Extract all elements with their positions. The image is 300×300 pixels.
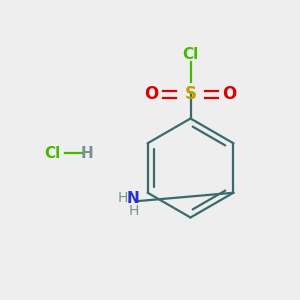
Text: Cl: Cl: [44, 146, 61, 160]
Text: H: H: [118, 191, 128, 205]
Text: O: O: [144, 85, 159, 103]
Text: H: H: [81, 146, 93, 160]
Text: S: S: [184, 85, 196, 103]
Text: O: O: [222, 85, 237, 103]
Text: Cl: Cl: [182, 46, 199, 62]
Text: H: H: [128, 204, 139, 218]
Text: N: N: [127, 191, 140, 206]
